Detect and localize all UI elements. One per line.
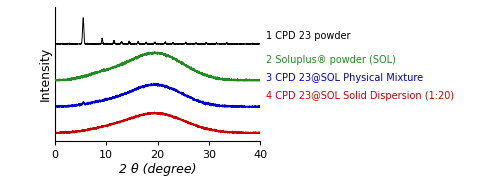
Y-axis label: Intensity: Intensity (39, 47, 52, 101)
Text: 4 CPD 23@SOL Solid Dispersion (1:20): 4 CPD 23@SOL Solid Dispersion (1:20) (266, 91, 454, 101)
X-axis label: 2 θ (degree): 2 θ (degree) (119, 163, 196, 176)
Text: 2 Soluplus® powder (SOL): 2 Soluplus® powder (SOL) (266, 55, 396, 65)
Text: 1 CPD 23 powder: 1 CPD 23 powder (266, 31, 350, 41)
Text: 3 CPD 23@SOL Physical Mixture: 3 CPD 23@SOL Physical Mixture (266, 73, 424, 83)
